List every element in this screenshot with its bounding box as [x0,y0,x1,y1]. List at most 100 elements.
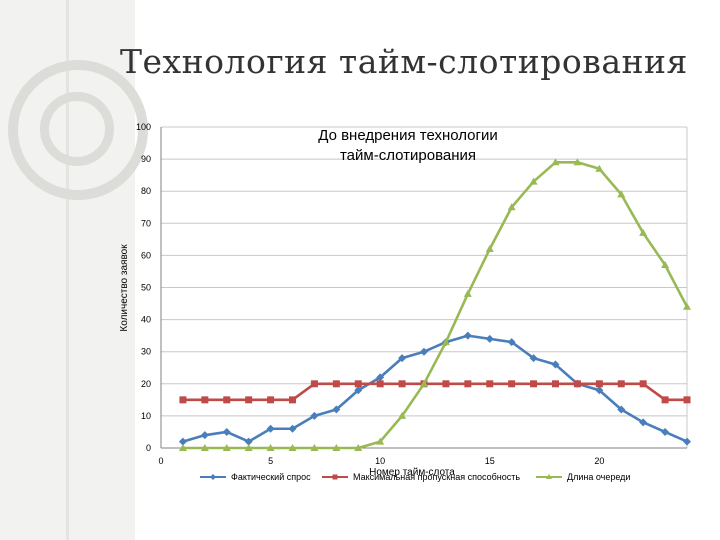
diamond-marker [354,386,363,395]
square-marker [179,396,187,404]
diamond-marker [639,418,648,427]
triangle-marker [551,158,560,166]
chart-title: До внедрения технологии [318,127,498,144]
y-tick-label: 60 [141,250,151,260]
square-marker [552,380,559,388]
triangle-marker [546,474,552,479]
triangle-marker [639,228,648,236]
series-2 [179,380,691,404]
triangle-marker [222,444,231,451]
diamond-marker [210,474,216,480]
diamond-marker [222,427,231,436]
diamond-marker [507,338,516,347]
triangle-marker [441,338,450,346]
diamond-marker [661,427,670,436]
triangle-marker [463,289,472,297]
chart-legend: Фактический спрос Максимальная пропускная… [200,472,630,482]
triangle-marker [573,158,582,166]
triangle-marker [683,302,691,310]
x-tick-label: 20 [594,456,604,466]
diamond-marker [332,405,341,414]
square-marker [245,396,253,404]
square-marker [442,380,450,388]
square-marker [573,380,581,388]
diamond-marker [485,334,494,343]
series-line [182,382,687,402]
square-marker [354,380,362,388]
square-marker [486,380,494,388]
diamond-marker [288,424,297,433]
chart-series [178,158,691,451]
triangle-marker [595,164,604,172]
chart-title-line-2: тайм-слотирования [340,147,476,164]
square-marker [289,396,296,404]
triangle-marker [354,444,363,451]
slide-title: Технология тайм-слотирования [120,42,688,81]
diamond-marker [463,331,472,340]
diamond-marker [398,354,407,363]
square-marker [508,380,516,388]
diamond-marker [595,386,604,395]
triangle-marker [178,444,187,451]
triangle-marker [529,177,538,185]
diamond-marker [310,411,319,420]
square-marker [398,380,406,388]
chart-axes: 0 10 20 30 40 50 60 70 80 90 100 0 5 10 15 20 [136,122,687,466]
diamond-marker [200,431,209,440]
decorative-ring-large [8,60,148,200]
y-tick-label: 40 [141,315,151,325]
legend-label: Длина очереди [567,472,630,482]
triangle-marker [661,261,670,269]
y-tick-label: 20 [141,379,151,389]
decorative-ring-small [40,92,114,166]
series-1 [178,331,691,446]
square-marker [530,380,538,388]
y-tick-label: 30 [141,347,151,357]
legend-label: Фактический спрос [231,472,311,482]
square-marker [683,396,691,404]
y-tick-label: 100 [136,122,151,132]
legend-item: Длина очереди [536,472,630,482]
triangle-marker [507,203,516,211]
x-tick-label: 5 [268,456,273,466]
diamond-marker [420,347,428,356]
x-tick-label: 0 [158,456,163,466]
series-line [182,161,689,450]
square-marker [595,380,603,388]
diamond-marker [376,373,385,382]
triangle-marker [376,437,385,445]
legend-item: Фактический спрос [200,472,311,482]
y-tick-label: 50 [141,283,151,293]
side-edge-line [66,0,69,540]
x-tick-label: 15 [485,456,495,466]
square-marker [376,380,384,388]
x-axis-label: Номер тайм-слота [369,467,455,478]
legend-label: Максимальная пропускная способность [353,472,520,482]
diamond-marker [529,354,538,363]
triangle-marker [288,444,297,451]
triangle-marker [266,444,275,451]
y-tick-label: 0 [146,443,151,453]
triangle-marker [617,190,626,198]
triangle-marker [310,444,319,451]
triangle-marker [200,444,209,451]
diamond-marker [683,437,691,446]
triangle-marker [485,244,494,252]
square-marker [332,380,340,388]
square-marker [661,396,669,404]
square-marker [332,474,338,480]
square-marker [464,380,472,388]
triangle-marker [398,411,407,419]
diamond-marker [244,437,253,446]
square-marker [201,396,209,404]
triangle-marker [244,444,253,451]
square-marker [267,396,275,404]
y-tick-label: 70 [141,218,151,228]
y-tick-label: 10 [141,411,151,421]
series-3 [178,158,691,451]
triangle-marker [420,379,428,387]
diamond-marker [266,424,275,433]
diamond-marker [617,405,626,414]
y-tick-label: 90 [141,154,151,164]
